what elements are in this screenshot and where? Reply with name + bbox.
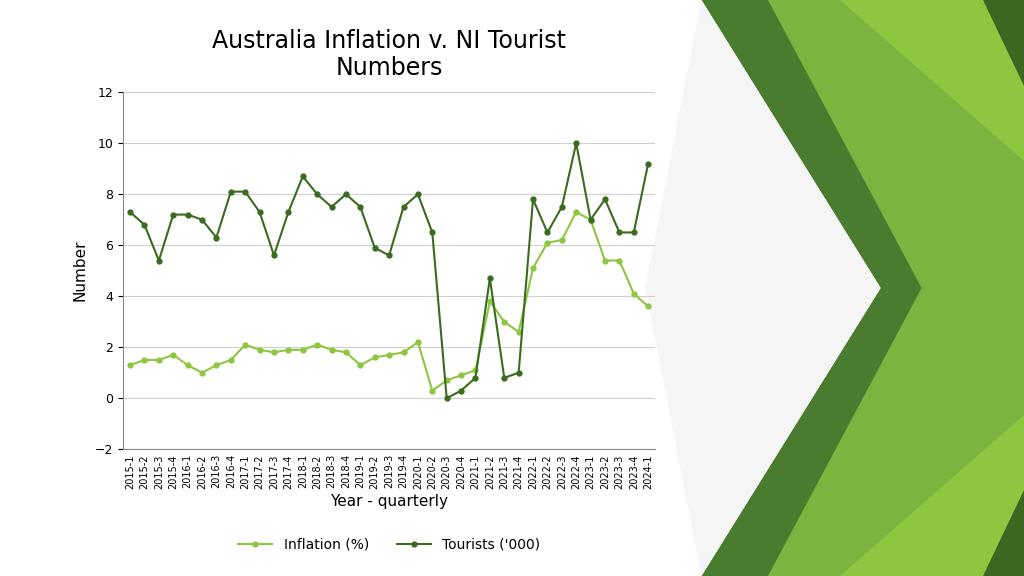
Tourists ('000)	[354, 203, 367, 210]
Inflation (%)	[542, 239, 554, 246]
Tourists ('000)	[283, 209, 295, 215]
Inflation (%)	[124, 362, 136, 369]
Inflation (%)	[297, 346, 309, 353]
Inflation (%)	[483, 298, 496, 305]
Polygon shape	[983, 490, 1024, 576]
Tourists ('000)	[311, 191, 324, 198]
Tourists ('000)	[397, 203, 410, 210]
Inflation (%)	[556, 237, 568, 244]
Tourists ('000)	[512, 369, 524, 376]
Tourists ('000)	[455, 387, 467, 394]
Tourists ('000)	[469, 374, 481, 381]
Tourists ('000)	[426, 229, 438, 236]
Polygon shape	[701, 0, 1024, 576]
Inflation (%)	[440, 377, 453, 384]
Tourists ('000)	[599, 196, 611, 203]
Tourists ('000)	[383, 252, 395, 259]
Tourists ('000)	[440, 395, 453, 401]
Inflation (%)	[311, 341, 324, 348]
Tourists ('000)	[542, 229, 554, 236]
Inflation (%)	[369, 354, 381, 361]
Polygon shape	[645, 0, 881, 576]
Tourists ('000)	[167, 211, 179, 218]
Inflation (%)	[239, 341, 251, 348]
Inflation (%)	[181, 362, 194, 369]
Inflation (%)	[254, 346, 266, 353]
X-axis label: Year - quarterly: Year - quarterly	[330, 494, 449, 509]
Inflation (%)	[397, 349, 410, 356]
Tourists ('000)	[196, 216, 208, 223]
Polygon shape	[840, 415, 1024, 576]
Tourists ('000)	[570, 140, 583, 147]
Inflation (%)	[613, 257, 626, 264]
Inflation (%)	[383, 351, 395, 358]
Tourists ('000)	[642, 160, 654, 167]
Inflation (%)	[628, 290, 640, 297]
Polygon shape	[840, 0, 1024, 161]
Inflation (%)	[642, 303, 654, 310]
Inflation (%)	[340, 349, 352, 356]
Line: Inflation (%): Inflation (%)	[128, 210, 650, 393]
Tourists ('000)	[483, 275, 496, 282]
Title: Australia Inflation v. NI Tourist
Numbers: Australia Inflation v. NI Tourist Number…	[212, 29, 566, 81]
Tourists ('000)	[254, 209, 266, 215]
Tourists ('000)	[585, 216, 597, 223]
Inflation (%)	[469, 367, 481, 374]
Tourists ('000)	[369, 244, 381, 251]
Tourists ('000)	[326, 203, 338, 210]
Polygon shape	[983, 0, 1024, 86]
Inflation (%)	[527, 265, 540, 272]
Legend: Inflation (%), Tourists ('000): Inflation (%), Tourists ('000)	[232, 532, 546, 558]
Inflation (%)	[426, 387, 438, 394]
Inflation (%)	[585, 216, 597, 223]
Tourists ('000)	[412, 191, 424, 198]
Inflation (%)	[570, 209, 583, 215]
Polygon shape	[768, 0, 1024, 576]
Tourists ('000)	[340, 191, 352, 198]
Inflation (%)	[153, 357, 165, 363]
Inflation (%)	[412, 339, 424, 346]
Tourists ('000)	[138, 221, 151, 228]
Inflation (%)	[599, 257, 611, 264]
Inflation (%)	[498, 319, 510, 325]
Inflation (%)	[283, 346, 295, 353]
Tourists ('000)	[613, 229, 626, 236]
Tourists ('000)	[124, 209, 136, 215]
Inflation (%)	[167, 351, 179, 358]
Tourists ('000)	[210, 234, 222, 241]
Line: Tourists ('000): Tourists ('000)	[128, 141, 650, 401]
Inflation (%)	[455, 372, 467, 379]
Tourists ('000)	[268, 252, 281, 259]
Tourists ('000)	[181, 211, 194, 218]
Inflation (%)	[512, 328, 524, 335]
Tourists ('000)	[628, 229, 640, 236]
Inflation (%)	[224, 357, 237, 363]
Inflation (%)	[210, 362, 222, 369]
Inflation (%)	[138, 357, 151, 363]
Inflation (%)	[354, 362, 367, 369]
Tourists ('000)	[498, 374, 510, 381]
Tourists ('000)	[153, 257, 165, 264]
Tourists ('000)	[556, 203, 568, 210]
Inflation (%)	[326, 346, 338, 353]
Inflation (%)	[196, 369, 208, 376]
Tourists ('000)	[239, 188, 251, 195]
Tourists ('000)	[224, 188, 237, 195]
Tourists ('000)	[297, 173, 309, 180]
Y-axis label: Number: Number	[73, 240, 88, 301]
Tourists ('000)	[527, 196, 540, 203]
Inflation (%)	[268, 349, 281, 356]
